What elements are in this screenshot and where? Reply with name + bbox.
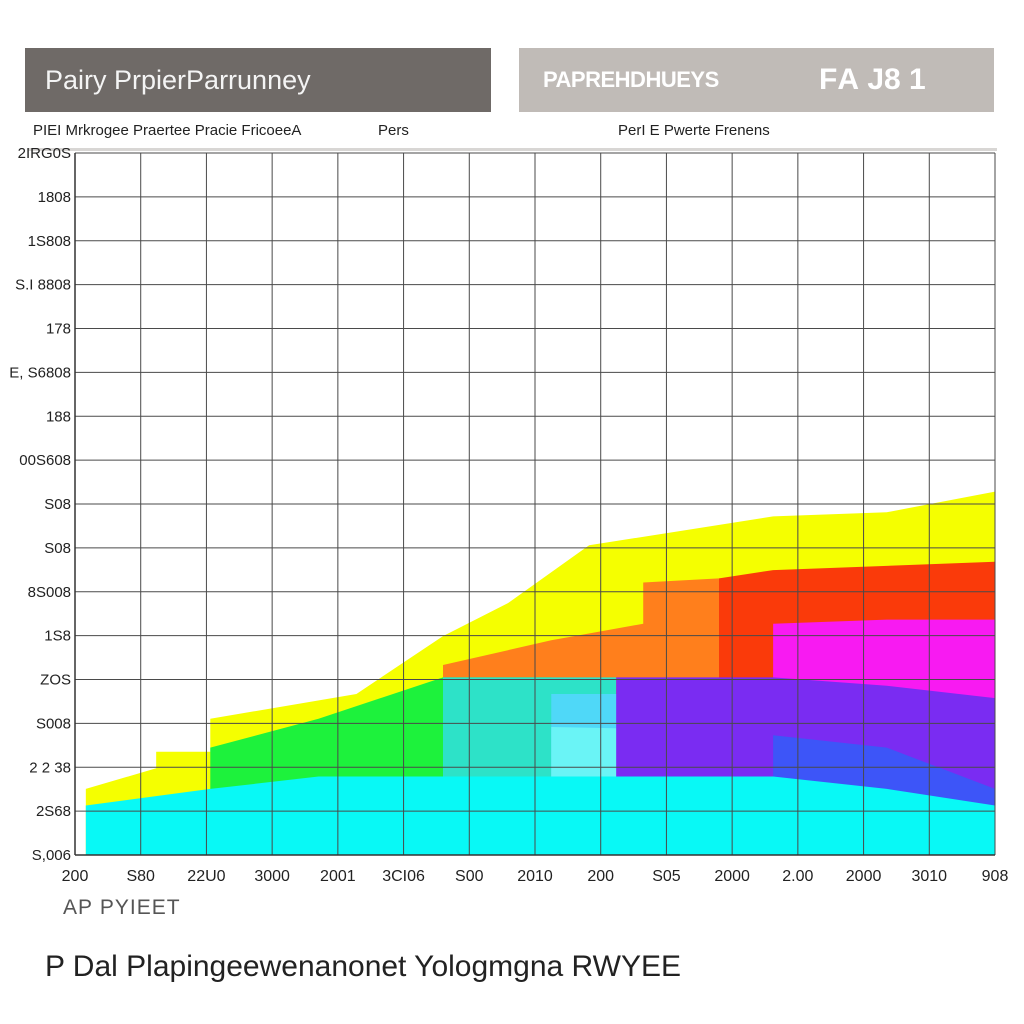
y-tick-label: 178 [46,321,71,338]
x-tick-label: S80 [126,868,155,885]
area-series-cyan [85,776,995,855]
y-tick-label: 8S008 [28,584,71,601]
x-tick-label: 200 [62,868,89,885]
y-tick-label: 1808 [38,189,71,206]
y-tick-label: S.I 8808 [15,277,71,294]
y-tick-label: S08 [44,496,71,513]
y-tick-label: S08 [44,540,71,557]
x-tick-label: 2000 [714,868,750,885]
x-tick-label: S05 [652,868,681,885]
sub-label-right: PerI E Pwerte Frenens [618,122,770,139]
sub-label-middle: Pers [378,122,409,139]
chart-title: Pairy PrpierParrunney [45,64,311,95]
x-tick-label: 2010 [517,868,553,885]
x-tick-label: 908 [982,868,1009,885]
y-tick-label: 2 2 38 [29,759,71,776]
y-tick-label: 2S68 [36,803,71,820]
x-tick-label: 2000 [846,868,882,885]
y-tick-label: S,006 [32,847,71,864]
y-tick-label: 00S608 [19,452,71,469]
chart-code-label: FА J8 1 [819,63,926,96]
x-tick-label: 200 [587,868,614,885]
chart-title-bar: Pairy PrpierParrunney [25,48,491,112]
x-tick-label: 2.00 [782,868,813,885]
y-tick-label: S008 [36,715,71,732]
chart-subtitle: PAPREHDHUEYS [543,67,719,92]
x-tick-label: S00 [455,868,484,885]
x-tick-label: 22U0 [187,868,225,885]
y-tick-label: 1S808 [28,233,71,250]
sub-label-left: PIЕI Mrkrogee Praertee Pracie FricoeeА [33,122,302,139]
x-tick-label: 2001 [320,868,356,885]
chart-caption: P Dal Plapingeewenanonet Yologmgna RWYEE [45,950,682,983]
header-divider [28,148,997,151]
x-axis-label: AР PYIEET [63,896,181,919]
y-tick-label: 188 [46,408,71,425]
y-tick-label: E, S6808 [9,364,71,381]
chart-subtitle-bar: PAPREHDHUEYS FА J8 1 [519,48,994,112]
y-tick-label: 2IRG0S [18,145,71,162]
x-tick-label: 3CI06 [382,868,425,885]
x-tick-label: 3010 [911,868,947,885]
y-tick-label: 1S8 [44,628,71,645]
x-tick-label: 3000 [254,868,290,885]
y-tick-label: ZOS [40,672,71,689]
